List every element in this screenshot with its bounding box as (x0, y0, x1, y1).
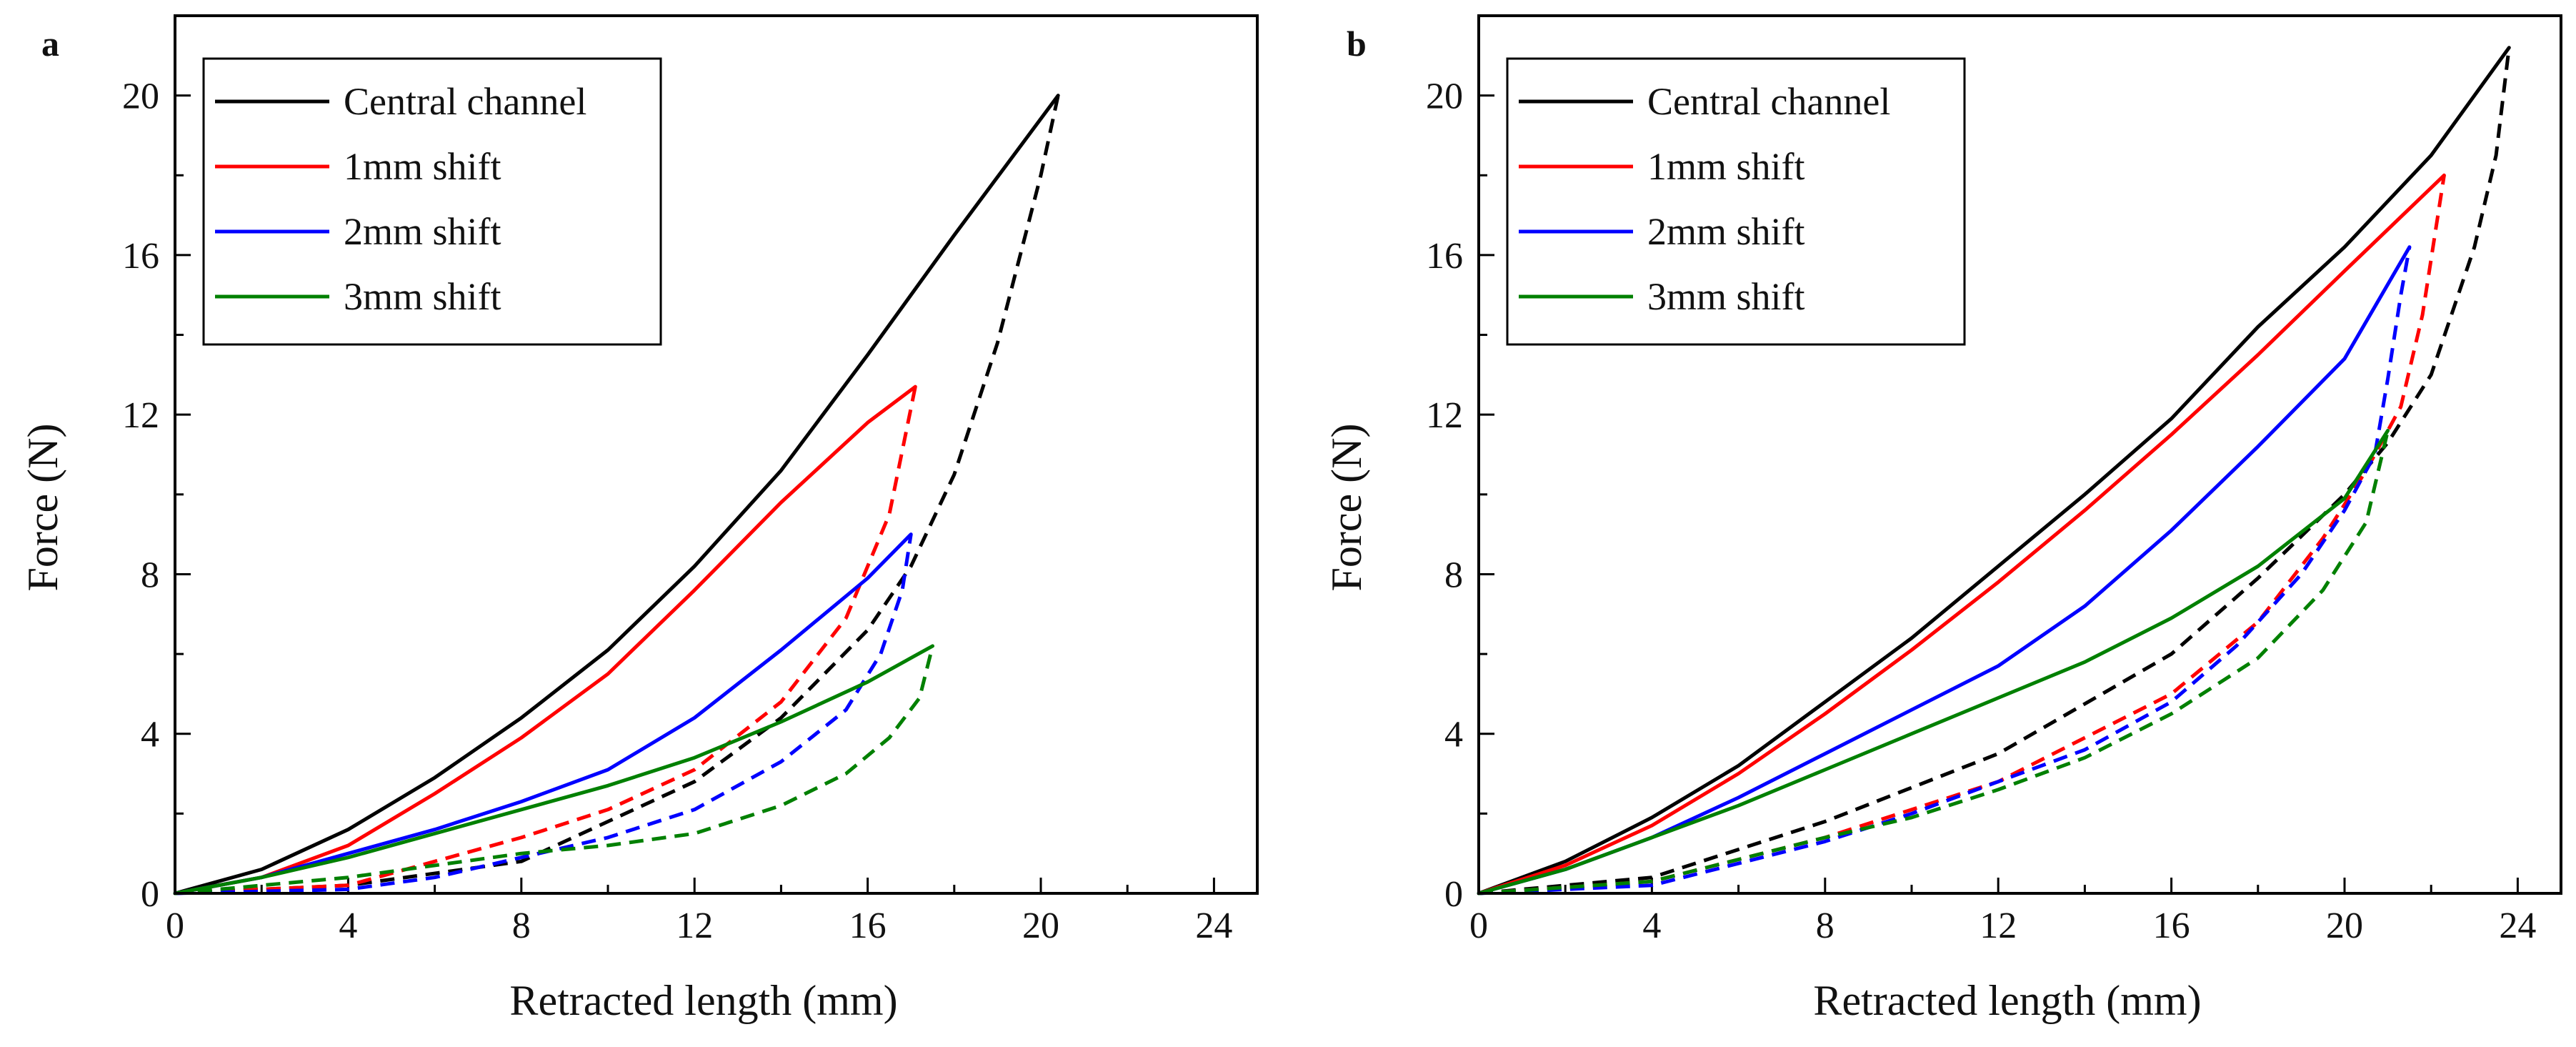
panel-a: a 0 4 8 12 16 20 24 0 4 8 12 16 20 Retracted length … (19, 14, 1259, 1024)
panel-a-central-channel-solid-line (173, 94, 1060, 895)
panel-b-x-tick-label: 16 (2153, 905, 2190, 946)
panel-a-y-tick-label: 0 (141, 874, 159, 915)
panel-b-y-tick-label: 0 (1444, 874, 1463, 915)
panel-a-1mm-shift-dashed-line (174, 386, 917, 895)
panel-b-y-tick-label: 20 (1426, 76, 1463, 117)
panel-a-label: a (41, 24, 59, 64)
panel-a-series (173, 94, 1060, 895)
panel-a-x-tick-label: 12 (676, 905, 713, 946)
panel-a-y-tick-label: 16 (122, 236, 159, 277)
panel-a-3mm-shift-dashed-line (174, 645, 934, 895)
panel-b-x-tick-label: 4 (1642, 905, 1661, 946)
panel-b-plot-frame (1477, 14, 2562, 895)
panel-a-plot-frame (174, 14, 1259, 895)
panel-b-y-tick-label: 12 (1426, 395, 1463, 436)
panel-a-y-tick-label: 8 (141, 555, 159, 595)
panel-b-1mm-shift-solid-line (1477, 173, 2446, 895)
panel-b-x-axis-label: Retracted length (mm) (1813, 977, 2201, 1024)
panel-a-tick-labels: 0 4 8 12 16 20 24 0 4 8 12 16 20 (122, 76, 1232, 946)
panel-a-2mm-shift-dashed-line (174, 534, 913, 895)
panel-a-y-tick-label: 12 (122, 395, 159, 436)
panel-b-3mm-shift-solid-line (1477, 429, 2390, 895)
panel-a-legend-label: 1mm shift (344, 145, 501, 188)
panel-b-y-tick-label: 8 (1444, 555, 1463, 595)
panel-a-x-tick-label: 4 (339, 905, 357, 946)
panel-b-2mm-shift-dashed-line (1478, 247, 2412, 895)
panel-b-x-tick-label: 0 (1469, 905, 1488, 946)
panel-a-legend-label: Central channel (344, 80, 586, 123)
panel-b-x-tick-label: 24 (2499, 905, 2536, 946)
panel-b-3mm-shift-dashed-line (1478, 430, 2390, 895)
panel-a-x-tick-label: 8 (512, 905, 531, 946)
panel-b: b 0 4 8 12 16 20 24 0 4 8 12 16 20 Retracted length … (1323, 14, 2562, 1024)
panel-b-y-tick-label: 4 (1444, 715, 1463, 755)
panel-a-legend-label: 3mm shift (344, 275, 501, 318)
panel-a-x-tick-label: 24 (1195, 905, 1232, 946)
panel-b-y-axis-label: Force (N) (1323, 424, 1370, 592)
panel-a-legend: Central channel 1mm shift 2mm shift 3mm shi… (202, 57, 662, 346)
panel-a-3mm-shift-solid-line (173, 644, 934, 895)
panel-b-legend-label: 3mm shift (1647, 275, 1805, 318)
panel-a-2mm-shift-solid-line (173, 532, 913, 895)
panel-b-label: b (1347, 24, 1367, 64)
panel-a-x-tick-label: 20 (1022, 905, 1059, 946)
panel-a-legend-label: 2mm shift (344, 210, 501, 253)
panel-a-x-tick-label: 16 (849, 905, 887, 946)
panel-b-1mm-shift-dashed-line (1478, 174, 2446, 895)
panel-a-y-tick-label: 20 (122, 76, 159, 117)
panel-b-central-channel-dashed-line (1478, 47, 2511, 895)
panel-a-y-tick-label: 4 (141, 715, 159, 755)
panel-b-tick-labels: 0 4 8 12 16 20 24 0 4 8 12 16 20 (1426, 76, 2536, 946)
panel-a-y-axis-label: Force (N) (19, 424, 66, 592)
panel-b-series (1477, 46, 2511, 895)
panel-b-central-channel-solid-line (1477, 46, 2511, 895)
panel-b-legend-label: 2mm shift (1647, 210, 1805, 253)
panel-a-x-axis-label: Retracted length (mm) (509, 977, 897, 1024)
panel-b-x-tick-label: 8 (1816, 905, 1834, 946)
panel-b-x-tick-label: 20 (2326, 905, 2363, 946)
panel-b-legend: Central channel 1mm shift 2mm shift 3mm shi… (1506, 57, 1966, 346)
panel-b-y-tick-label: 16 (1426, 236, 1463, 277)
panel-b-x-tick-label: 12 (1980, 905, 2017, 946)
panel-a-1mm-shift-solid-line (173, 384, 917, 895)
panel-b-legend-label: Central channel (1647, 80, 1890, 123)
panel-a-x-tick-label: 0 (166, 905, 184, 946)
panel-b-legend-label: 1mm shift (1647, 145, 1805, 188)
panel-a-central-channel-dashed-line (174, 95, 1060, 895)
